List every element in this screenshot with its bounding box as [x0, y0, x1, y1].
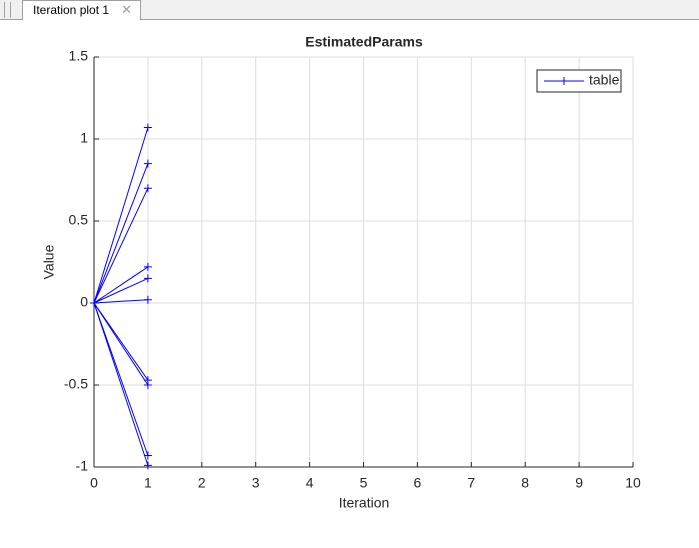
series-line [93, 277, 149, 304]
y-tick-label: -1 [76, 458, 89, 474]
series-line [93, 302, 149, 466]
tab[interactable]: Iteration plot 1 ✕ [22, 0, 141, 20]
marker [90, 299, 98, 307]
x-tick-label: 2 [198, 475, 206, 491]
series-line [93, 163, 149, 304]
marker [143, 159, 152, 168]
grip [4, 2, 11, 18]
chart-title: EstimatedParams [305, 34, 423, 50]
series-line [93, 302, 149, 456]
x-tick-label: 8 [521, 475, 529, 491]
tab-label: Iteration plot 1 [33, 3, 110, 17]
marker [143, 184, 152, 193]
x-tick-label: 4 [306, 475, 314, 491]
x-tick-label: 6 [414, 475, 422, 491]
x-axis-label: Iteration [339, 495, 390, 511]
tab-close[interactable]: ✕ [121, 2, 132, 17]
series-line [93, 266, 149, 304]
chart: EstimatedParams Iteration Value -1 -0.5 0 0… [41, 34, 641, 511]
marker [143, 262, 152, 271]
series-line [93, 299, 148, 304]
marker [143, 123, 152, 132]
tab-bar: Iteration plot 1 ✕ [0, 0, 699, 20]
marker [143, 381, 152, 389]
marker [143, 295, 152, 304]
legend-label: table [589, 72, 620, 88]
x-tick-label: 9 [575, 475, 583, 491]
y-tick-label: 1.5 [69, 48, 89, 64]
series-line [93, 302, 149, 386]
x-tick-label: 10 [625, 475, 641, 491]
y-tick-label: 0 [80, 294, 88, 310]
y-axis-label: Value [41, 244, 57, 279]
y-tick-label: 1 [80, 130, 88, 146]
legend-marker [560, 77, 568, 85]
x-tick-label: 7 [467, 475, 475, 491]
x-tick-label: 0 [90, 475, 98, 491]
marker [143, 461, 152, 470]
marker [143, 451, 152, 460]
x-tick-label: 3 [252, 475, 260, 491]
y-tick-label: -0.5 [64, 376, 88, 392]
series-line [93, 127, 149, 304]
series-line [93, 187, 149, 304]
x-tick-label: 5 [360, 475, 368, 491]
marker [143, 274, 152, 283]
x-tick-label: 1 [144, 475, 152, 491]
y-tick-label: 0.5 [69, 212, 89, 228]
